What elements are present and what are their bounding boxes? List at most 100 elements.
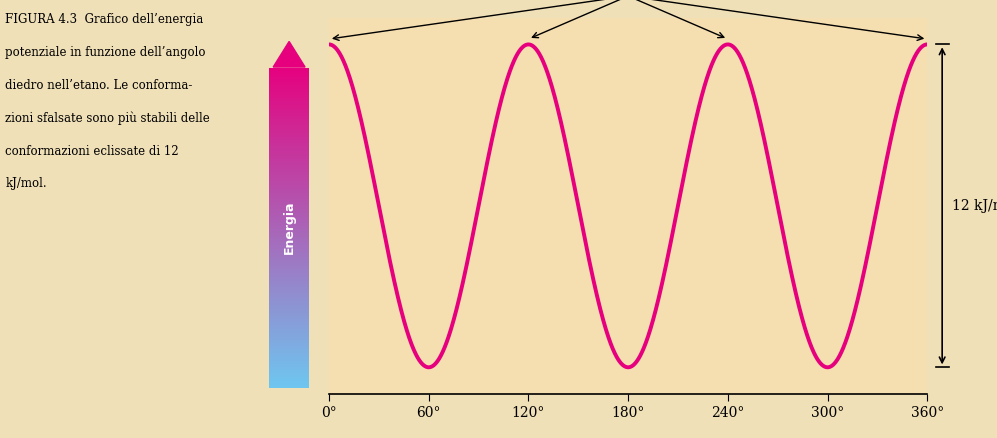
Bar xyxy=(269,367,309,368)
Bar xyxy=(269,354,309,356)
Bar xyxy=(269,191,309,193)
Bar xyxy=(269,196,309,198)
Bar xyxy=(269,157,309,159)
Bar xyxy=(269,184,309,186)
Text: potenziale in funzione dell’angolo: potenziale in funzione dell’angolo xyxy=(5,46,206,59)
Bar xyxy=(269,74,309,76)
Bar xyxy=(269,73,309,74)
Bar xyxy=(269,125,309,127)
Bar xyxy=(269,297,309,298)
Bar xyxy=(269,93,309,95)
Bar xyxy=(269,386,309,388)
Bar xyxy=(269,300,309,301)
Bar xyxy=(269,353,309,354)
Bar xyxy=(269,341,309,343)
Bar xyxy=(269,68,309,70)
Bar xyxy=(269,110,309,111)
Bar xyxy=(269,335,309,336)
Bar xyxy=(269,159,309,161)
Bar xyxy=(269,132,309,134)
Bar xyxy=(269,135,309,137)
Bar xyxy=(269,362,309,364)
Bar xyxy=(269,95,309,97)
Bar xyxy=(269,173,309,175)
Bar xyxy=(269,124,309,125)
Bar xyxy=(269,324,309,325)
Bar xyxy=(269,78,309,79)
Bar xyxy=(269,287,309,289)
Bar xyxy=(269,242,309,244)
Bar xyxy=(269,356,309,357)
Bar xyxy=(269,138,309,140)
Bar xyxy=(269,162,309,164)
Bar xyxy=(269,98,309,100)
Bar xyxy=(269,114,309,116)
Bar xyxy=(269,164,309,166)
Bar xyxy=(269,343,309,345)
Bar xyxy=(269,250,309,252)
Bar xyxy=(269,204,309,205)
Bar xyxy=(269,332,309,333)
Bar xyxy=(269,327,309,328)
Bar xyxy=(269,228,309,230)
Bar xyxy=(269,87,309,88)
Bar xyxy=(269,357,309,359)
Bar xyxy=(269,292,309,293)
Bar xyxy=(269,129,309,130)
Bar xyxy=(269,225,309,226)
Bar xyxy=(269,249,309,250)
Bar xyxy=(269,257,309,258)
Bar xyxy=(269,152,309,154)
Bar xyxy=(269,188,309,189)
Bar xyxy=(269,113,309,114)
Bar xyxy=(269,319,309,321)
Polygon shape xyxy=(273,42,305,67)
Bar xyxy=(269,231,309,233)
Bar xyxy=(269,311,309,313)
Bar xyxy=(269,368,309,370)
Bar xyxy=(269,105,309,106)
Bar xyxy=(269,365,309,367)
Bar xyxy=(269,116,309,117)
Bar xyxy=(269,268,309,269)
Bar xyxy=(269,81,309,82)
Bar xyxy=(269,375,309,377)
Bar xyxy=(269,161,309,162)
Bar xyxy=(269,316,309,318)
Bar xyxy=(269,92,309,93)
Bar xyxy=(269,245,309,247)
Bar xyxy=(269,186,309,188)
Bar xyxy=(269,277,309,279)
Bar xyxy=(269,111,309,113)
Bar xyxy=(269,336,309,338)
Bar xyxy=(269,148,309,149)
Bar xyxy=(269,71,309,73)
Bar xyxy=(269,321,309,322)
Bar xyxy=(269,370,309,372)
Bar xyxy=(269,252,309,254)
Bar xyxy=(269,258,309,260)
Bar xyxy=(269,271,309,272)
Bar xyxy=(269,70,309,71)
Bar xyxy=(269,226,309,228)
Bar xyxy=(269,383,309,385)
Bar xyxy=(269,272,309,274)
Bar xyxy=(269,348,309,350)
Bar xyxy=(269,213,309,215)
Bar xyxy=(269,79,309,81)
Bar xyxy=(269,247,309,249)
Bar xyxy=(269,239,309,240)
Bar xyxy=(269,178,309,180)
Bar xyxy=(269,183,309,184)
Bar xyxy=(269,215,309,217)
Bar xyxy=(269,261,309,263)
Bar xyxy=(269,156,309,157)
Bar xyxy=(269,260,309,261)
Bar xyxy=(269,322,309,324)
Bar xyxy=(269,244,309,245)
Bar xyxy=(269,314,309,316)
Bar xyxy=(269,218,309,220)
Bar xyxy=(269,194,309,196)
Bar xyxy=(269,340,309,341)
Bar xyxy=(269,372,309,373)
